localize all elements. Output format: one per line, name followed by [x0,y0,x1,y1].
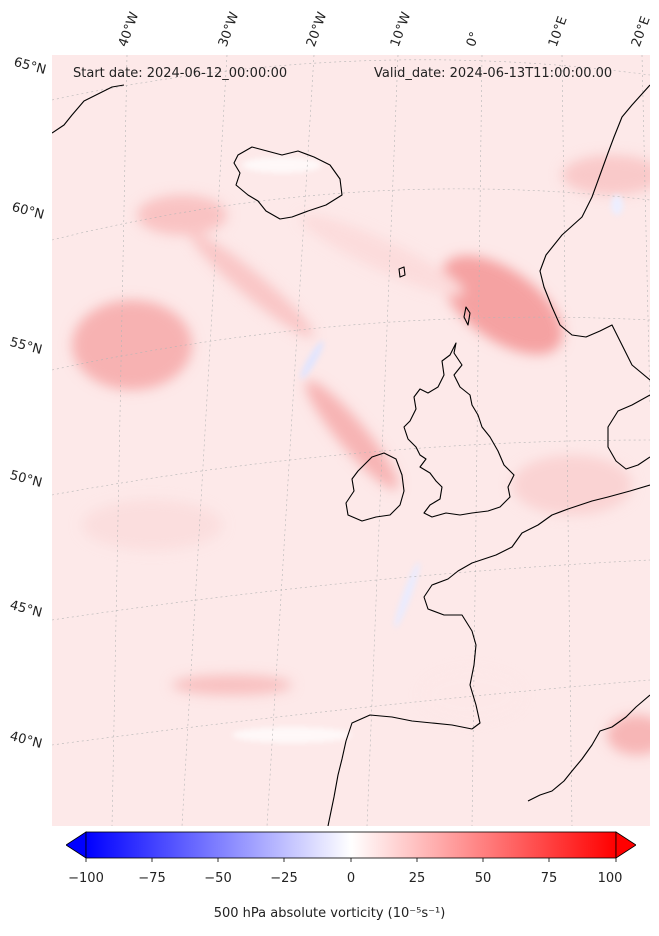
iceland-coast [233,146,343,220]
lon-label-10w: 10°W [387,10,415,49]
colorbar-tick-75: 75 [540,871,558,886]
colorbar-high-extend [615,831,636,859]
lat-label-60n: 60°N [10,200,46,223]
vorticity-field [72,155,650,755]
colorbar-tick-neg100: −100 [68,871,104,886]
start-date-label: Start date: 2024-06-12_00:00:00 [73,66,288,81]
coastlines [52,84,650,826]
colorbar-title: 500 hPa absolute vorticity (10⁻⁵s⁻¹) [213,906,446,921]
ireland-coast [345,452,405,522]
valid-date-label: Valid_date: 2024-06-13T11:00:00.00 [374,66,613,81]
colorbar-tick-50: 50 [474,871,492,886]
graticule [52,55,650,826]
colorbar-low-extend [66,831,87,859]
continental-coast [423,484,650,730]
lon-label-40w: 40°W [115,10,143,49]
colorbar-tick-25: 25 [408,871,426,886]
lon-label-10e: 10°E [545,14,571,50]
lat-label-65n: 65°N [12,55,48,78]
norway-coast [539,84,650,381]
colorbar-tick-100: 100 [597,871,623,886]
lon-label-20e: 20°E [628,14,654,50]
lat-label-45n: 45°N [8,598,44,621]
lon-label-20w: 20°W [303,10,331,49]
lon-label-30w: 30°W [215,10,243,49]
lat-label-40n: 40°N [8,729,44,752]
lat-label-50n: 50°N [8,468,44,491]
colorbar-tick-neg50: −50 [204,871,232,886]
colorbar-tick-neg25: −25 [270,871,298,886]
colorbar-tick-0: 0 [346,871,356,886]
great-britain-coast [403,342,515,518]
lat-label-55n: 55°N [8,335,44,358]
vorticity-map [52,55,650,826]
colorbar [66,831,636,862]
colorbar-gradient [85,831,617,859]
colorbar-tick-neg75: −75 [138,871,166,886]
lon-label-0: 0° [463,29,484,49]
